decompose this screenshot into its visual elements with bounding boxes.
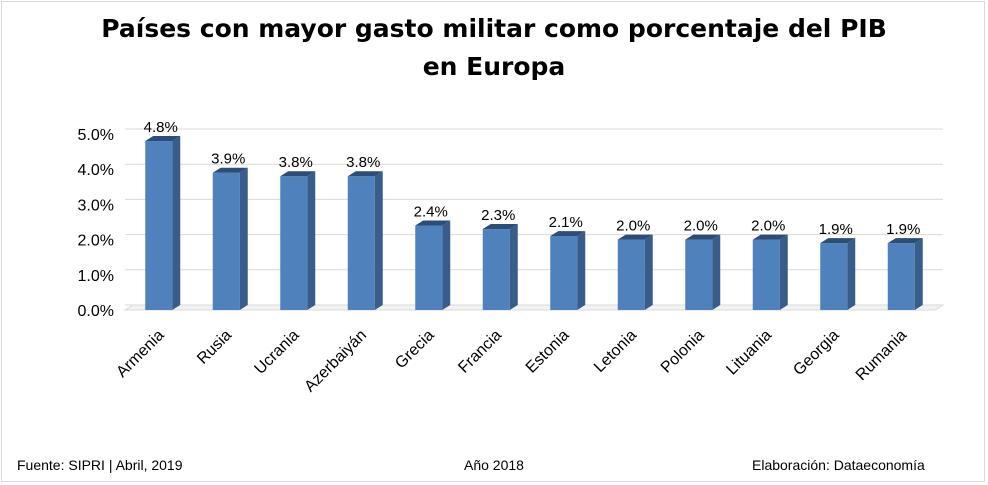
data-label: 2.0% [684,218,718,235]
bar-top [752,234,788,240]
bar-top [820,238,856,244]
bar-front [550,236,578,310]
data-label: 3.9% [211,151,245,168]
bar-front [685,239,713,310]
data-label: 4.8% [144,119,178,136]
y-tick-label: 4.0% [78,162,114,179]
x-tick-label: Georgia [790,327,842,379]
bars [145,136,923,310]
bar [280,171,316,310]
bar [212,167,248,310]
bar-side [577,231,586,310]
credit-note: Elaboración: Dataeconomía [752,457,925,473]
bar [685,234,721,310]
bar-top [617,234,653,240]
bar [820,238,856,310]
data-labels: 4.8% 3.9% 3.8% 3.8% 2.4% 2.3% 2.1% 2.0% 2.0% 2.0%… [144,119,921,238]
bar-side [914,238,923,310]
bar-side [172,136,181,310]
bar-side [239,167,248,310]
source-note: Fuente: SIPRI | Abril, 2019 [17,457,183,473]
y-tick-label: 2.0% [78,233,114,250]
x-tick-label: Rusia [194,327,235,368]
bar [415,220,451,310]
bar-top [550,231,586,237]
x-tick-label: Letonia [591,327,640,376]
bar-side [779,234,788,310]
x-tick-label: Grecia [392,327,437,372]
bar-side [509,224,518,310]
bar-front [212,172,240,310]
x-tick-label: Armenia [113,327,167,381]
chart-title-line-2: en Europa [422,52,566,81]
y-tick-label: 0.0% [78,303,114,320]
x-tick-label: Estonia [523,327,573,377]
bar [145,136,181,310]
bar-front [347,176,375,310]
x-tick-label: Ucrania [252,327,303,378]
x-tick-label: Azerbaiyán [301,327,370,396]
bar-front [145,141,173,310]
bar [347,171,383,310]
bar-top [212,167,248,173]
data-label: 3.8% [279,154,313,171]
bar-front [415,225,443,310]
bar-top [145,136,181,142]
data-label: 1.9% [886,221,920,238]
y-tick-label: 3.0% [78,197,114,214]
bar [482,224,518,310]
bar [752,234,788,310]
x-tick-label: Francia [455,327,505,377]
y-axis-ticks: 0.0% 1.0% 2.0% 3.0% 4.0% 5.0% [78,127,114,320]
bar-side [847,238,856,310]
bar-front [280,176,308,310]
bar-front [820,243,848,310]
bar-top [482,224,518,230]
bar [887,238,923,310]
bar-side [644,234,653,310]
y-tick-label: 1.0% [78,268,114,285]
bar-side [307,171,316,310]
year-note: Año 2018 [464,457,524,473]
gridlines [123,128,945,311]
data-label: 1.9% [819,221,853,238]
data-label: 3.8% [346,154,380,171]
bar-front [887,243,915,310]
bar-top [280,171,316,177]
x-tick-label: Rumania [853,327,910,384]
bar-front [617,239,645,310]
bar-top [887,238,923,244]
bar-side [712,234,721,310]
bar-top [685,234,721,240]
bar-top [415,220,451,226]
y-tick-label: 5.0% [78,127,114,144]
bar-side [442,220,451,310]
data-label: 2.0% [616,218,650,235]
bar-top [347,171,383,177]
chart-title-line-1: Países con mayor gasto militar como porc… [101,14,887,43]
bar [617,234,653,310]
chart-title: Países con mayor gasto militar como porc… [0,10,988,86]
x-tick-label: Polonia [658,327,708,377]
data-label: 2.1% [549,214,583,231]
data-label: 2.0% [751,218,785,235]
chart-floor [123,304,945,311]
bar-front [752,239,780,310]
data-label: 2.4% [414,204,448,221]
bar-side [374,171,383,310]
bar-front [482,229,510,310]
bar [550,231,586,310]
x-tick-label: Lituania [723,327,775,379]
data-label: 2.3% [481,207,515,224]
